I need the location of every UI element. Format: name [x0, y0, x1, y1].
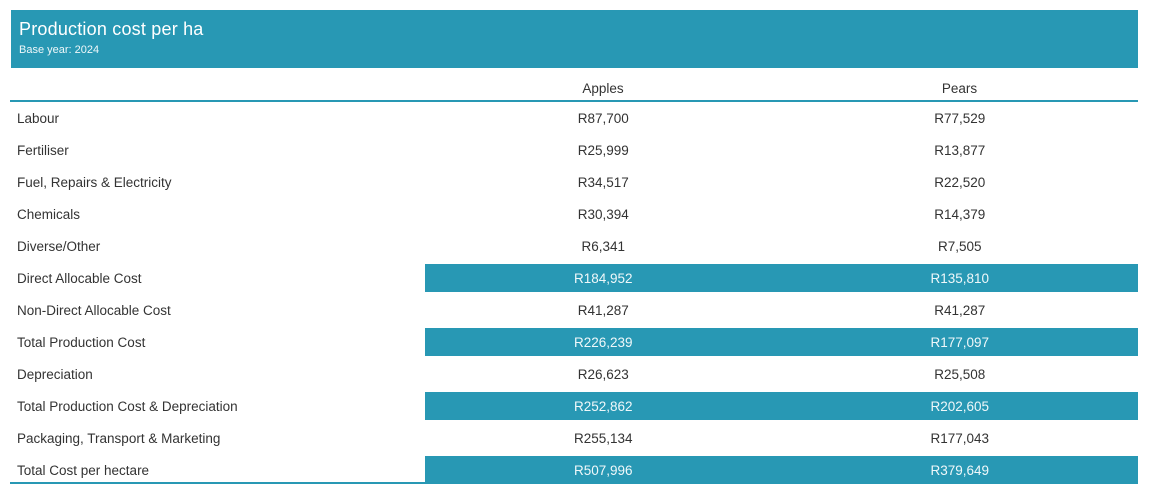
pears-value: R25,508	[934, 366, 986, 382]
table-header-row: Apples Pears	[10, 76, 1138, 102]
row-values: R507,996 R379,649	[425, 456, 1138, 484]
row-label: Direct Allocable Cost	[17, 270, 142, 286]
column-header-pears: Pears	[941, 80, 978, 96]
page-subtitle: Base year: 2024	[19, 44, 100, 56]
pears-value: R177,043	[930, 430, 990, 446]
table-row: Non-Direct Allocable Cost R41,287 R41,28…	[10, 294, 1138, 326]
pears-value: R379,649	[930, 462, 990, 478]
row-values: R30,394 R14,379	[425, 200, 1138, 228]
pears-value: R41,287	[934, 302, 986, 318]
table-row: Fertiliser R25,999 R13,877	[10, 134, 1138, 166]
apples-value: R507,996	[573, 462, 633, 478]
table-row: Fuel, Repairs & Electricity R34,517 R22,…	[10, 166, 1138, 198]
row-label: Total Production Cost & Depreciation	[17, 398, 238, 414]
row-label: Diverse/Other	[17, 238, 101, 254]
row-label: Chemicals	[17, 206, 81, 222]
row-values: R25,999 R13,877	[425, 136, 1138, 164]
column-header-apples: Apples	[582, 80, 624, 96]
table-row: Depreciation R26,623 R25,508	[10, 358, 1138, 390]
row-label: Total Cost per hectare	[17, 462, 150, 478]
row-values: R6,341 R7,505	[425, 232, 1138, 260]
apples-value: R184,952	[573, 270, 633, 286]
pears-value: R202,605	[930, 398, 990, 414]
row-values: R41,287 R41,287	[425, 296, 1138, 324]
apples-value: R30,394	[577, 206, 629, 222]
table-body: Labour R87,700 R77,529 Fertiliser R25,99…	[10, 102, 1138, 486]
apples-value: R41,287	[577, 302, 629, 318]
pears-value: R77,529	[934, 110, 986, 126]
row-values: R34,517 R22,520	[425, 168, 1138, 196]
row-values: R255,134 R177,043	[425, 424, 1138, 452]
table-bottom-rule	[10, 482, 429, 484]
apples-value: R255,134	[573, 430, 633, 446]
table-row: Chemicals R30,394 R14,379	[10, 198, 1138, 230]
apples-value: R226,239	[573, 334, 633, 350]
pears-value: R22,520	[934, 174, 986, 190]
apples-value: R87,700	[577, 110, 629, 126]
table-row: Total Production Cost R226,239 R177,097	[10, 326, 1138, 358]
table-row: Total Production Cost & Depreciation R25…	[10, 390, 1138, 422]
apples-value: R34,517	[577, 174, 629, 190]
row-label: Non-Direct Allocable Cost	[17, 302, 171, 318]
row-values: R87,700 R77,529	[425, 104, 1138, 132]
row-label: Fertiliser	[17, 142, 69, 158]
pears-value: R14,379	[934, 206, 986, 222]
pears-value: R177,097	[930, 334, 990, 350]
table-row: Total Cost per hectare R507,996 R379,649	[10, 454, 1138, 486]
table-row: Direct Allocable Cost R184,952 R135,810	[10, 262, 1138, 294]
row-values: R184,952 R135,810	[425, 264, 1138, 292]
page-title: Production cost per ha	[19, 19, 204, 39]
apples-value: R252,862	[573, 398, 633, 414]
apples-value: R6,341	[581, 238, 626, 254]
pears-value: R135,810	[930, 270, 990, 286]
row-label: Packaging, Transport & Marketing	[17, 430, 221, 446]
cost-table: Apples Pears Labour R87,700 R77,529 Fert…	[10, 76, 1138, 486]
row-label: Labour	[17, 110, 60, 126]
pears-value: R13,877	[934, 142, 986, 158]
row-label: Total Production Cost	[17, 334, 146, 350]
table-row: Diverse/Other R6,341 R7,505	[10, 230, 1138, 262]
table-row: Labour R87,700 R77,529	[10, 102, 1138, 134]
table-row: Packaging, Transport & Marketing R255,13…	[10, 422, 1138, 454]
report-banner: Production cost per ha Base year: 2024	[11, 10, 1138, 68]
pears-value: R7,505	[937, 238, 982, 254]
apples-value: R26,623	[577, 366, 629, 382]
row-values: R226,239 R177,097	[425, 328, 1138, 356]
apples-value: R25,999	[577, 142, 629, 158]
row-label: Depreciation	[17, 366, 93, 382]
row-values: R26,623 R25,508	[425, 360, 1138, 388]
row-label: Fuel, Repairs & Electricity	[17, 174, 172, 190]
row-values: R252,862 R202,605	[425, 392, 1138, 420]
